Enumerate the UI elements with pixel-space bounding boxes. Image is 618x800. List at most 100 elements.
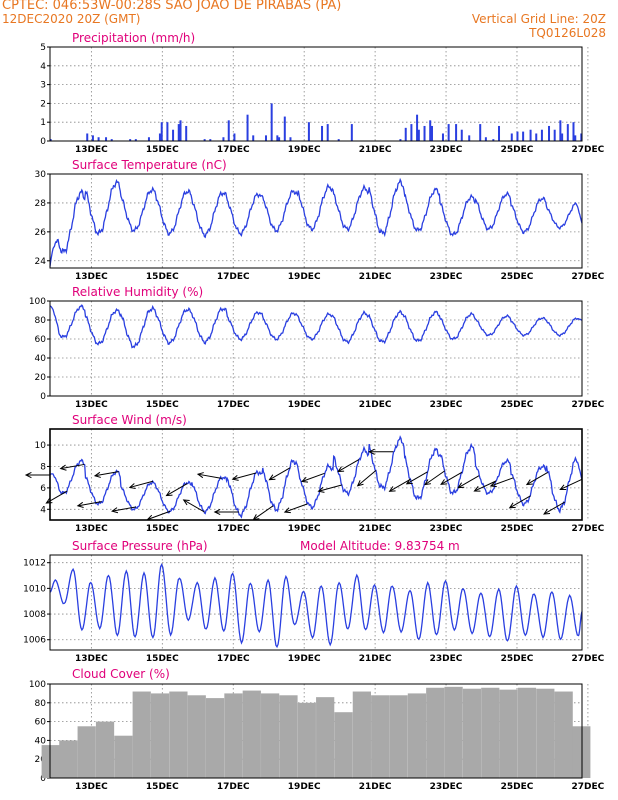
cloud-bar: [114, 735, 133, 778]
y-tick-label: 0: [40, 392, 46, 402]
precip-bar: [177, 124, 180, 141]
precip-bar: [86, 133, 89, 141]
x-tick-label: 17DEC: [217, 782, 250, 792]
x-tick-label: 23DEC: [430, 272, 463, 282]
wind-arrow: [111, 506, 136, 514]
precip-bar: [535, 133, 538, 141]
cloud-bar: [554, 691, 573, 778]
wind-arrow: [525, 472, 548, 486]
x-tick-label: 13DEC: [75, 400, 108, 410]
panel-5: Surface Pressure (hPa) Model Altitude: 9.…: [23, 539, 605, 664]
x-tick-label: 15DEC: [146, 272, 179, 282]
x-tick-label: 21DEC: [359, 272, 392, 282]
wind-arrow: [128, 480, 154, 490]
y-tick-label: 4: [40, 505, 46, 515]
wind-arrow: [424, 470, 445, 486]
panel-title: Surface Pressure (hPa): [72, 539, 208, 553]
cloud-bar: [499, 689, 518, 778]
x-tick-label: 17DEC: [217, 400, 250, 410]
wind-arrow: [440, 471, 463, 485]
x-tick-label: 23DEC: [430, 782, 463, 792]
header-grid-line: Vertical Grid Line: 20Z: [471, 12, 606, 26]
x-tick-label: 23DEC: [430, 524, 463, 534]
wind-arrow: [231, 472, 257, 481]
panel-frame: [49, 428, 583, 521]
precip-bar: [540, 129, 543, 141]
y-tick-label: 2: [40, 99, 46, 109]
cloud-bar: [352, 691, 371, 778]
precip-bar: [350, 124, 353, 141]
panel-6: Cloud Cover (%) 0 20 40 60 80 100 13DEC 15DEC 17D…: [29, 667, 605, 792]
precip-bar: [246, 114, 249, 141]
panel-frame: [49, 300, 583, 397]
cloud-bar: [517, 687, 537, 778]
wind-arrow: [146, 510, 171, 521]
header-date: 12DEC2020 20Z (GMT): [2, 12, 141, 26]
precip-bar: [289, 137, 292, 141]
y-tick-label: 1006: [23, 636, 46, 646]
cloud-bar: [169, 691, 188, 778]
x-tick-label: 15DEC: [146, 145, 179, 155]
precip-bar: [147, 137, 150, 141]
series-line: [49, 177, 583, 267]
panel-frame: [49, 683, 583, 779]
panel-1: Precipitation (mm/h) 0 1 2 3 4 5 13DEC 15DEC 17DE…: [40, 31, 604, 155]
cloud-bar: [572, 726, 591, 778]
x-tick-label: 13DEC: [75, 782, 108, 792]
y-tick-label: 1008: [23, 610, 46, 620]
x-tick-label: 23DEC: [430, 145, 463, 155]
precip-bar: [326, 124, 329, 141]
x-tick-label: 19DEC: [288, 524, 321, 534]
cloud-bar: [444, 686, 463, 778]
x-tick-label: 19DEC: [288, 654, 321, 664]
y-tick-label: 80: [35, 699, 47, 709]
wind-arrow: [489, 477, 514, 488]
x-tick-label: 27DEC: [572, 782, 605, 792]
y-tick-label: 4: [40, 62, 46, 72]
x-tick-label: 21DEC: [359, 654, 392, 664]
x-tick-label: 27DEC: [572, 272, 605, 282]
precip-bar: [410, 124, 413, 141]
wind-arrow: [388, 478, 411, 492]
y-tick-label: 10: [35, 441, 47, 451]
cloud-bar: [481, 687, 500, 778]
precip-bar: [566, 124, 569, 141]
x-tick-label: 15DEC: [146, 400, 179, 410]
precip-bar: [91, 135, 94, 141]
precip-bar: [233, 133, 236, 141]
precip-bar: [110, 139, 113, 141]
precip-bar: [484, 137, 487, 141]
x-tick-label: 25DEC: [501, 782, 534, 792]
wind-arrow: [543, 501, 566, 515]
wind-arrow: [317, 484, 342, 493]
model-altitude-label: Model Altitude: 9.83754 m: [300, 539, 460, 553]
precip-bar: [227, 120, 230, 141]
precip-bar: [559, 120, 562, 141]
cloud-bar: [205, 698, 225, 778]
wind-arrow: [368, 448, 394, 455]
precip-bar: [172, 129, 175, 141]
y-tick-label: 100: [29, 680, 46, 690]
panel-3: Relative Humidity (%) 0 20 40 60 80 100 13DEC 15…: [29, 285, 605, 410]
x-tick-label: 21DEC: [359, 145, 392, 155]
x-tick-label: 25DEC: [501, 145, 534, 155]
cloud-bar: [187, 695, 206, 778]
cloud-bar: [261, 693, 280, 778]
precip-bar: [185, 125, 188, 141]
precip-bar: [49, 139, 52, 141]
precip-bar: [307, 122, 310, 141]
x-tick-label: 17DEC: [217, 654, 250, 664]
x-tick-label: 13DEC: [75, 654, 108, 664]
precip-bar: [580, 133, 583, 141]
x-tick-label: 23DEC: [430, 400, 463, 410]
cloud-bar: [297, 702, 316, 778]
wind-arrow: [300, 472, 325, 483]
wind-arrow: [559, 478, 583, 491]
y-tick-label: 3: [40, 81, 46, 91]
precip-bar: [479, 124, 482, 141]
x-tick-label: 15DEC: [146, 654, 179, 664]
x-tick-label: 17DEC: [217, 272, 250, 282]
precip-bar: [134, 139, 137, 141]
precip-bar: [404, 127, 407, 141]
wind-arrow: [213, 508, 239, 516]
